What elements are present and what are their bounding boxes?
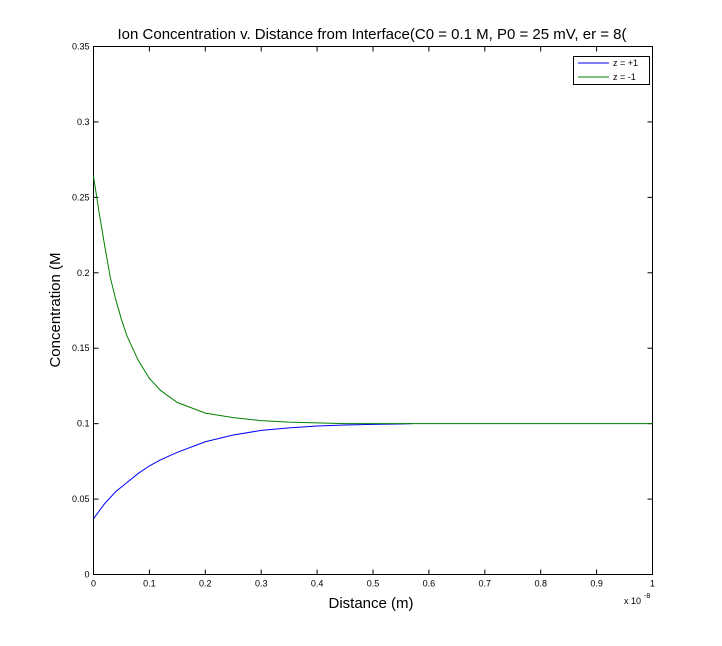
- x-tick-label: 0.5: [367, 579, 380, 589]
- legend: z = +1 z = -1: [573, 56, 650, 85]
- y-tick-label: 0: [84, 570, 89, 580]
- x-tick-label: 0.7: [479, 579, 492, 589]
- y-tick-label: 0.3: [77, 117, 90, 127]
- series-line-z-minus-1: [93, 176, 653, 425]
- y-axis: 0 0.05 0.1 0.15 0.2 0.25 0.3 0.35: [72, 42, 653, 580]
- x-multiplier: x 10: [624, 596, 641, 606]
- x-tick-label: 0: [91, 579, 96, 589]
- x-axis-label: Distance (m): [328, 595, 413, 612]
- x-axis: 0 0.1 0.2 0.3 0.4 0.5 0.6 0.7 0.8 0.9 1: [91, 46, 655, 589]
- x-tick-label: 0.1: [143, 579, 156, 589]
- series-lines: [93, 176, 653, 519]
- x-tick-label: 1: [650, 579, 655, 589]
- y-tick-label: 0.05: [72, 494, 90, 504]
- chart-title: Ion Concentration v. Distance from Inter…: [118, 26, 627, 43]
- x-tick-label: 0.9: [590, 579, 603, 589]
- legend-label-z-minus-1: z = -1: [613, 72, 636, 82]
- legend-label-z-plus-1: z = +1: [613, 58, 638, 68]
- y-tick-label: 0.25: [72, 192, 90, 202]
- y-axis-label: Concentration (M: [47, 252, 64, 367]
- legend-box: [573, 56, 650, 85]
- x-tick-label: 0.2: [199, 579, 212, 589]
- y-tick-label: 0.2: [77, 268, 90, 278]
- y-tick-label: 0.15: [72, 343, 90, 353]
- x-tick-label: 0.6: [423, 579, 436, 589]
- x-multiplier-exponent: -8: [644, 593, 650, 600]
- series-line-z-plus-1: [93, 423, 413, 519]
- x-tick-label: 0.3: [255, 579, 268, 589]
- x-tick-label: 0.4: [311, 579, 324, 589]
- y-tick-label: 0.1: [77, 419, 90, 429]
- plot-area: [93, 46, 653, 575]
- y-tick-label: 0.35: [72, 42, 90, 52]
- x-tick-label: 0.8: [534, 579, 547, 589]
